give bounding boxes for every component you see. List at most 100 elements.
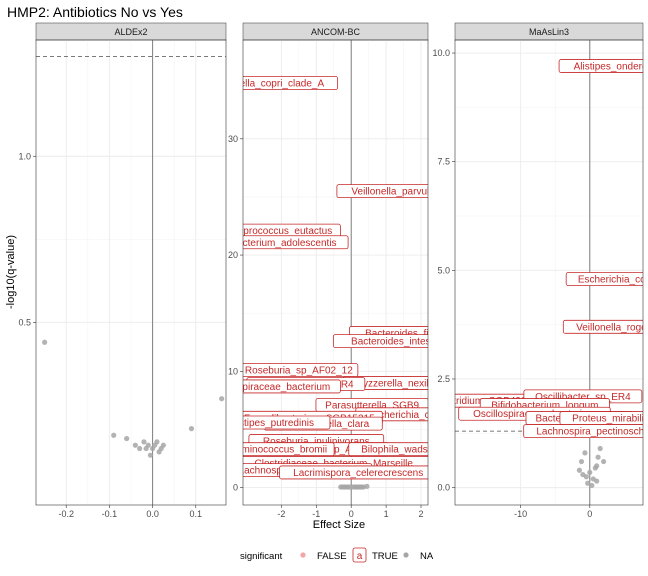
- legend-key-box: [352, 547, 367, 563]
- y-tick-label: 2.5: [437, 374, 450, 384]
- data-point: [364, 483, 370, 489]
- y-tick-label: 0.5: [18, 317, 31, 327]
- legend-entry-label: FALSE: [317, 551, 347, 562]
- legend-key-dot: [300, 552, 306, 558]
- point-label: Tyzzerella_nexilis: [357, 378, 435, 389]
- data-point: [156, 449, 162, 455]
- point-label: Oscillibacter_sp_ER4: [535, 392, 631, 403]
- point-label-box: [243, 235, 349, 250]
- point-label: Veillonella_parvula: [351, 187, 435, 198]
- point-label-box: [348, 442, 428, 457]
- panel-border: [35, 39, 227, 506]
- legend-entry-label: TRUE: [372, 551, 398, 562]
- x-tick-label: -0.2: [58, 509, 74, 519]
- x-tick-label: -2: [277, 509, 285, 519]
- point-label-box: [243, 442, 335, 457]
- data-point: [42, 339, 48, 345]
- legend-key-glyph: a: [357, 551, 363, 562]
- point-label: Eubacterium_adolescentis: [219, 238, 336, 249]
- legend-title: significant: [240, 551, 283, 562]
- point-label: Ruminococcus_bromii: [229, 445, 327, 456]
- legend-entry-label: NA: [420, 551, 434, 562]
- x-tick-label: 0.1: [190, 509, 203, 519]
- x-tick-label: -1: [312, 509, 320, 519]
- grid: [36, 40, 226, 505]
- panel-maaslin3: MaAsLin3 Alistipes_onderdonkii Escherichia…: [432, 22, 648, 519]
- data-point: [601, 458, 607, 465]
- point-label-box: [279, 465, 428, 480]
- x-tick-label: 2: [419, 509, 424, 519]
- strip-label: MaAsLin3: [529, 27, 569, 37]
- point-label-box: [243, 415, 331, 430]
- data-point: [597, 445, 603, 452]
- point-label-box: [243, 363, 359, 378]
- data-point: [160, 442, 166, 448]
- x-tick-label: 0: [587, 509, 592, 519]
- x-tick-label: 1: [384, 509, 389, 519]
- data-point: [147, 452, 154, 458]
- y-axis-label: -log10(q-value): [5, 235, 17, 309]
- point-label: Parasutterella_SGB9: [325, 401, 419, 412]
- data-point: [578, 458, 585, 465]
- legend-item-true: a TRUE: [352, 547, 398, 563]
- point-label: Lacrimispora_celerecrescens: [293, 468, 423, 479]
- point-label: Bifidobacterium_longum: [491, 401, 598, 412]
- point-label-box: [558, 59, 643, 73]
- x-tick-label: 0: [349, 509, 354, 519]
- points: [338, 483, 370, 490]
- y-tick-label: 20: [228, 250, 238, 260]
- points: [576, 445, 607, 489]
- point-label: Bilophila_wadsworthia: [361, 445, 460, 456]
- strip-label: ALDEx2: [114, 27, 147, 37]
- y-tick-label: 10: [228, 366, 238, 376]
- data-point: [583, 474, 589, 480]
- point-label: Veillonella_rogosae: [576, 322, 648, 333]
- data-point: [143, 445, 149, 452]
- data-point: [111, 432, 117, 438]
- point-label-box: [243, 76, 339, 90]
- data-point: [585, 480, 591, 486]
- point-label: Proteus_mirabilis: [572, 414, 648, 425]
- y-tick-label: 7.5: [437, 157, 450, 167]
- point-label: Lachnospira_pectinoschiza: [536, 427, 648, 438]
- point-label: Coprococcus_eutactus: [231, 226, 333, 237]
- data-point: [137, 445, 143, 452]
- y-tick-label: 1.0: [18, 151, 31, 161]
- point-labels: Alistipes_onderdonkii Escherichia_coli Vei…: [455, 59, 648, 439]
- legend: significant FALSE a TRUE NA: [240, 547, 434, 563]
- data-point: [587, 469, 593, 476]
- data-point: [124, 435, 130, 442]
- point-label: Lachnospiraceae_bacterium: [205, 382, 331, 393]
- chart-title: HMP2: Antibiotics No vs Yes: [7, 4, 183, 20]
- point-label-box: [562, 319, 643, 334]
- data-point: [219, 396, 225, 402]
- panel-border: [242, 39, 429, 506]
- point-label-box: [336, 184, 428, 199]
- points: [42, 339, 225, 458]
- x-tick-label: 0.0: [146, 509, 159, 519]
- point-label: Alistipes_putredinis: [228, 418, 314, 429]
- legend-item-false: FALSE: [300, 551, 347, 562]
- data-point: [592, 465, 598, 471]
- point-label-box: [523, 424, 643, 439]
- x-axis-label: Effect Size: [313, 519, 365, 531]
- y-tick-label: 30: [228, 134, 238, 144]
- legend-item-na: NA: [403, 551, 434, 562]
- panels: ALDEx2 -0.2 -0.1 0.0 0.1 0.5 1.0 ANCOM-BC Prevot…: [18, 22, 648, 519]
- point-label: Prevotella_copri_clade_A: [211, 79, 325, 90]
- legend-key-dot: [403, 552, 409, 558]
- data-point: [576, 467, 583, 473]
- panel-border: [454, 39, 644, 506]
- y-tick-label: 0.0: [437, 483, 450, 493]
- point-label: Escherichia_coli: [578, 275, 648, 286]
- data-point: [141, 439, 147, 445]
- point-label: Bacteroides_finegoldii: [365, 328, 463, 339]
- point-label: Roseburia_inulinivorans: [263, 437, 370, 448]
- strip-label: ANCOM-BC: [311, 27, 360, 37]
- data-point: [582, 450, 588, 456]
- point-label: Roseburia_sp_AF02_12: [245, 366, 353, 377]
- data-point: [132, 442, 138, 448]
- point-label-box: [243, 379, 341, 394]
- x-tick-label: -0.1: [102, 509, 118, 519]
